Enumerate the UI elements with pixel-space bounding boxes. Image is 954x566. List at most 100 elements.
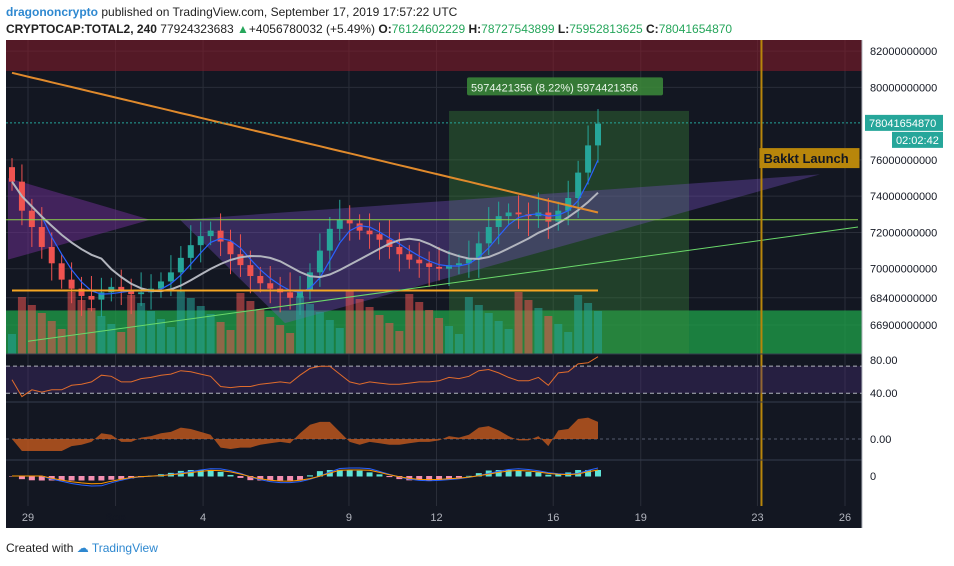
axes: 82000000000 80000000000 76000000000 7400000…: [22, 40, 937, 528]
candle-body: [257, 276, 264, 284]
macd-histogram-bar: [356, 470, 363, 477]
macd-histogram-bar: [18, 476, 25, 480]
volume-bar: [37, 313, 46, 354]
price-tick-label: 66900000000: [870, 320, 937, 332]
candle-body: [575, 172, 582, 198]
price-tick-label: 68400000000: [870, 293, 937, 305]
overlays: [6, 40, 862, 506]
candle-body: [118, 286, 125, 291]
volume-bar: [17, 297, 26, 354]
candle-body: [197, 236, 204, 246]
close-value: 78041654870: [658, 22, 733, 36]
published-text: published on TradingView.com, September …: [101, 5, 458, 19]
volume-bar: [236, 293, 245, 354]
labels: 78041654870 02:02:42 5974421356 (8.22%) 59…: [467, 77, 943, 169]
macd-histogram-bar: [436, 476, 443, 481]
tradingview-brand[interactable]: TradingView: [91, 541, 158, 555]
tradingview-logo-icon: ☁: [76, 541, 89, 555]
volume-bar: [425, 310, 434, 354]
candle-body: [495, 216, 502, 228]
volume-bar: [584, 303, 593, 354]
macd-histogram-bar: [336, 470, 343, 477]
volume-bar: [594, 311, 602, 354]
candle-body: [297, 290, 304, 298]
candle-body: [585, 145, 592, 173]
macd-signal-line: [12, 469, 599, 485]
macd-histogram-bar: [535, 472, 542, 477]
price-tick-label: 72000000000: [870, 227, 937, 239]
volume-bar: [454, 334, 463, 354]
candle-body: [406, 254, 413, 260]
countdown-tag: [892, 131, 943, 148]
macd-histogram-bar: [416, 476, 423, 481]
candle-body: [436, 266, 443, 269]
volume-bar: [57, 329, 66, 354]
price-tick-label: 74000000000: [870, 191, 937, 203]
volume-bar: [296, 296, 305, 354]
candle-body: [336, 219, 343, 229]
volume-bar: [335, 328, 344, 354]
macd-histogram-bar: [197, 470, 204, 477]
volume-bar: [524, 300, 533, 354]
footer: Created with ☁ TradingView: [6, 541, 158, 555]
volume-bar: [107, 324, 116, 354]
volume-bar: [226, 330, 235, 354]
volume-bar: [464, 297, 473, 354]
candle-body: [237, 254, 244, 266]
candle-body: [267, 283, 274, 289]
macd-histogram-bar: [257, 476, 264, 481]
candle-body: [515, 212, 522, 215]
volume-bar: [256, 309, 265, 354]
candle-body: [28, 210, 35, 228]
volume-bar: [474, 305, 483, 354]
volume-bar: [156, 319, 165, 354]
candle-body: [475, 243, 482, 258]
volume-bar: [375, 315, 384, 354]
candle-body: [177, 257, 184, 273]
macd-histogram-bar: [247, 476, 254, 481]
macd-histogram-bar: [505, 470, 512, 477]
candle-body: [157, 281, 164, 289]
volume-bar: [147, 311, 156, 354]
volume-bar: [534, 308, 543, 354]
candle-body: [58, 263, 65, 280]
candle-body: [98, 292, 105, 300]
countdown-text: 02:02:42: [896, 135, 939, 147]
volume-bar: [564, 332, 573, 354]
rsi-tick-label: 80.00: [870, 355, 898, 367]
volume-bar: [484, 313, 493, 354]
last-value: 77924323683: [160, 22, 234, 36]
chart-canvas[interactable]: 82000000000 80000000000 76000000000 7400000…: [0, 40, 954, 530]
candle-body: [78, 288, 85, 296]
volume-bar: [355, 299, 364, 354]
author-link[interactable]: dragononcrypto: [6, 5, 98, 19]
macd-histogram-bar: [237, 476, 244, 478]
measure-label-box: [467, 77, 664, 96]
change-value: +4056780032 (+5.49%): [248, 22, 376, 36]
candle-body: [455, 263, 462, 266]
macd-histogram-bar: [455, 476, 462, 478]
macd-histogram-bar: [277, 476, 284, 481]
momentum-area: [12, 417, 598, 451]
macd-histogram-bar: [585, 470, 592, 477]
high-label: H:: [468, 22, 482, 36]
volume-bar: [97, 316, 106, 354]
time-tick-label: 29: [22, 512, 34, 524]
candle-body: [416, 259, 423, 264]
candle-body: [88, 295, 95, 300]
candle-body: [217, 230, 224, 242]
candle-body: [9, 167, 15, 182]
price-tick-label: 80000000000: [870, 82, 937, 94]
candle-body: [565, 198, 572, 211]
price-tick-label: 76000000000: [870, 155, 937, 167]
candle-body: [326, 228, 333, 251]
candle-body: [68, 279, 75, 289]
time-tick-label: 12: [430, 512, 442, 524]
candle-body: [366, 230, 373, 235]
time-tick-label: 19: [635, 512, 647, 524]
volume-bar: [504, 329, 513, 354]
macd-histogram-bar: [287, 476, 294, 481]
macd-histogram-bar: [68, 476, 75, 481]
volume-bar: [365, 307, 374, 354]
